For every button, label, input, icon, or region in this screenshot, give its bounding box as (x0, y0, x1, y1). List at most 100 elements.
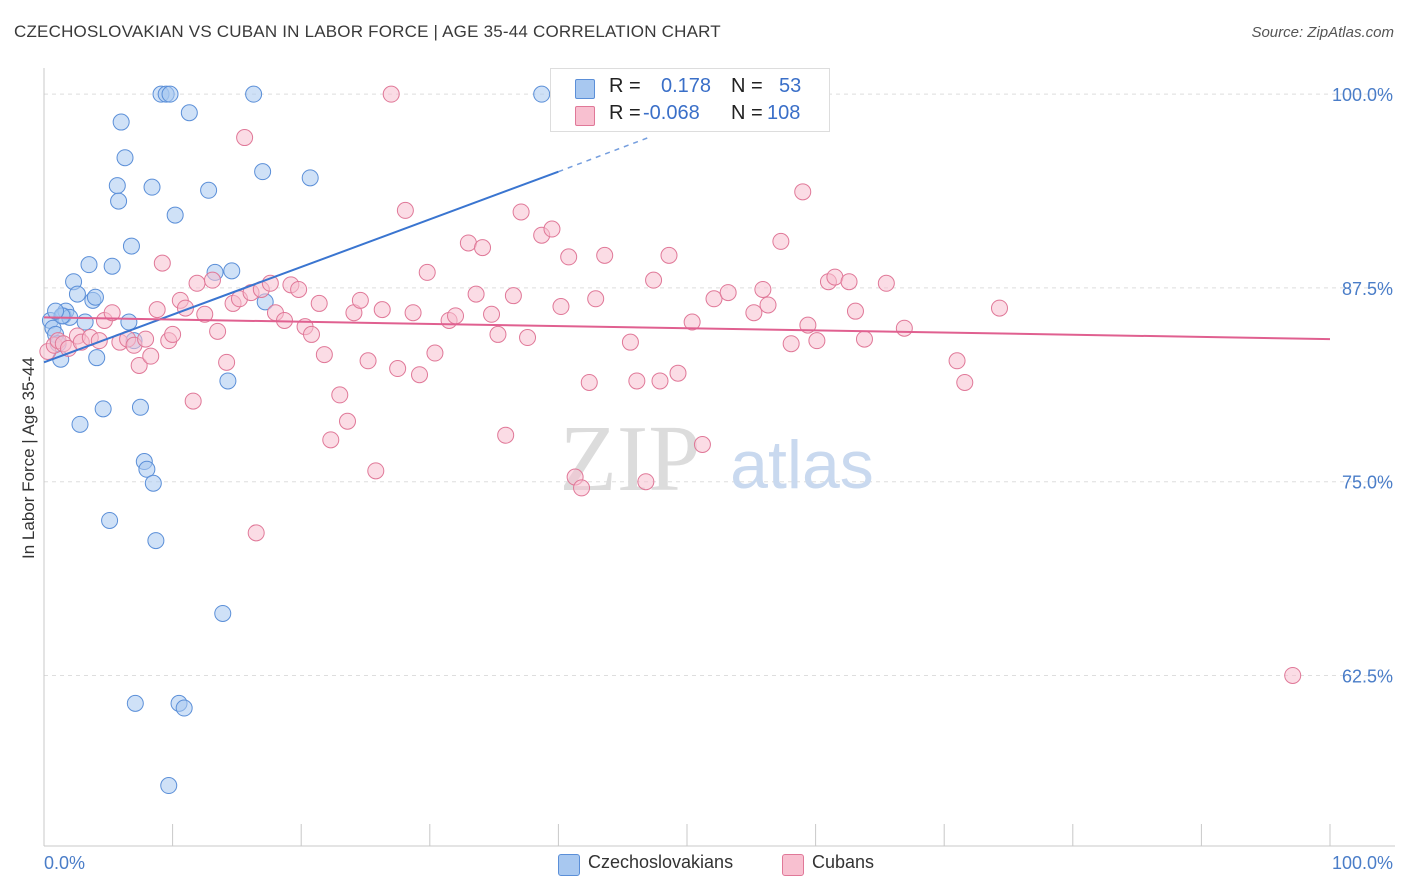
data-point (138, 460, 156, 478)
data-point (956, 373, 974, 391)
y-tick-label: 62.5% (1342, 666, 1393, 686)
trend-line-cubans (43, 316, 1331, 341)
data-point (719, 284, 737, 302)
data-point (110, 192, 128, 210)
stats-r-value: -0.068 (643, 102, 700, 124)
chart-title: CZECHOSLOVAKIAN VS CUBAN IN LABOR FORCE … (14, 22, 721, 41)
data-point (126, 694, 144, 712)
data-point (396, 201, 414, 219)
data-point (990, 299, 1008, 317)
data-point (895, 319, 913, 337)
data-point (68, 285, 86, 303)
stats-swatch-cuban (575, 106, 595, 126)
data-point (108, 177, 126, 195)
data-point (628, 372, 646, 390)
data-point (840, 273, 858, 291)
data-point (404, 304, 422, 322)
data-point (148, 301, 166, 319)
data-point (80, 256, 98, 274)
data-point (660, 246, 678, 264)
data-point (71, 415, 89, 433)
data-point (223, 262, 241, 280)
data-point (94, 400, 112, 418)
data-point (166, 206, 184, 224)
data-point (130, 356, 148, 374)
data-point (209, 322, 227, 340)
stats-row-cuban: R = -0.068 N = 108 (551, 102, 829, 128)
data-point (754, 280, 772, 298)
data-point (587, 290, 605, 308)
data-point (290, 280, 308, 298)
axes (43, 68, 1395, 847)
data-point (543, 220, 561, 238)
data-point (683, 313, 701, 331)
data-point (782, 335, 800, 353)
data-point (144, 474, 162, 492)
data-point (254, 163, 272, 181)
data-point (367, 462, 385, 480)
data-point (693, 435, 711, 453)
data-point (122, 237, 140, 255)
data-point (533, 85, 551, 103)
source-label: Source: ZipAtlas.com (1251, 24, 1394, 41)
x-tick-label-max: 100.0% (1332, 853, 1393, 873)
gridlines (44, 93, 1395, 676)
stats-n-label: N = (731, 102, 763, 124)
data-point (188, 274, 206, 292)
data-point (219, 372, 237, 390)
data-point (137, 330, 155, 348)
data-point (794, 183, 812, 201)
stats-n-value: 53 (779, 75, 802, 97)
trend-line-czechoslovakians (43, 170, 559, 364)
data-point (596, 246, 614, 264)
data-point (120, 313, 138, 331)
series-czechoslovakians (41, 85, 551, 795)
data-point (47, 302, 65, 320)
data-point (651, 372, 669, 390)
data-point (200, 181, 218, 199)
data-point (247, 524, 265, 542)
data-point (76, 313, 94, 331)
data-point (175, 699, 193, 717)
data-point (90, 332, 108, 350)
data-point (447, 307, 465, 325)
data-point (147, 532, 165, 550)
data-point (426, 344, 444, 362)
data-point (519, 329, 537, 347)
stats-box: R = 0.178 N = 53 R = -0.068 N = 108 (550, 68, 830, 132)
data-point (808, 332, 826, 350)
data-point (143, 178, 161, 196)
data-point (103, 304, 121, 322)
data-point (512, 203, 530, 221)
data-point (705, 290, 723, 308)
data-point (203, 271, 221, 289)
data-point (855, 330, 873, 348)
stats-r-label: R = (609, 75, 641, 97)
data-point (474, 239, 492, 257)
data-point (153, 254, 171, 272)
data-point (180, 104, 198, 122)
legend-swatch (782, 854, 804, 876)
data-point (826, 268, 844, 286)
data-point (103, 257, 121, 275)
data-point (161, 85, 179, 103)
data-point (772, 232, 790, 250)
data-points (39, 85, 1302, 795)
data-point (359, 352, 377, 370)
data-point (504, 287, 522, 305)
data-point (799, 316, 817, 334)
legend-swatch (558, 854, 580, 876)
data-point (310, 294, 328, 312)
data-point (302, 325, 320, 343)
axis-labels: 62.5% 75.0% 87.5% 100.0% 0.0% 100.0% In Labor … (19, 85, 1393, 873)
data-point (552, 298, 570, 316)
data-point (218, 353, 236, 371)
data-point (467, 285, 485, 303)
x-tick-label-min: 0.0% (44, 853, 85, 873)
data-point (621, 333, 639, 351)
legend-label: Czechoslovakians (588, 852, 734, 872)
data-point (214, 604, 232, 622)
data-point (196, 305, 214, 323)
data-point (301, 169, 319, 187)
